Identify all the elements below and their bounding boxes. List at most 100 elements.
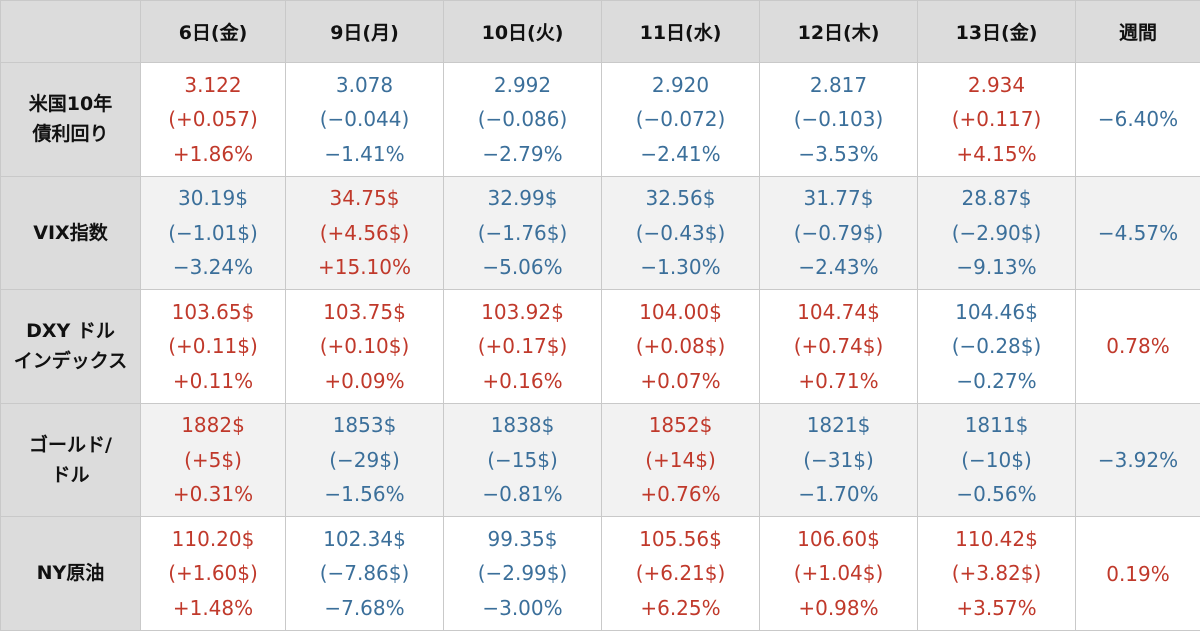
- day-value-cell: 104.00$ (+0.08$) +0.07%: [601, 289, 760, 404]
- price-change: (+4.56$): [319, 220, 410, 245]
- weekly-change-cell: 0.78%: [1075, 289, 1200, 404]
- price-value: 106.60$: [797, 526, 880, 551]
- price-change: (−29$): [329, 447, 400, 472]
- percent-change: +6.25%: [640, 595, 721, 620]
- price-value: 1853$: [332, 413, 397, 438]
- price-change: (+0.17$): [477, 334, 568, 359]
- day-value-cell: 32.56$ (−0.43$) −1.30%: [601, 175, 760, 291]
- day-value-cell: 1811$ (−10$) −0.56%: [917, 402, 1076, 518]
- percent-change: −5.06%: [482, 255, 563, 280]
- day-value-cell: 2.992 (−0.086) −2.79%: [443, 62, 602, 177]
- price-change: (+0.74$): [793, 334, 884, 359]
- percent-change: +3.57%: [956, 595, 1037, 620]
- price-value: 2.934: [967, 72, 1026, 97]
- day-value-cell: 2.817 (−0.103) −3.53%: [759, 62, 918, 177]
- weekly-change-cell: −4.57%: [1075, 175, 1200, 291]
- price-value: 103.92$: [481, 299, 564, 324]
- price-value: 110.20$: [171, 526, 255, 551]
- table-body: 米国10年 債利回り 3.122 (+0.057) +1.86% 3.078 (−0.044…: [0, 62, 1200, 631]
- percent-change: +0.76%: [640, 482, 721, 507]
- row-label-line: 債利回り: [32, 123, 109, 146]
- table-row: DXY ドル インデックス 103.65$ (+0.11$) +0.11% 103.75$…: [0, 289, 1200, 404]
- price-value: 1811$: [964, 413, 1029, 438]
- day-value-cell: 99.35$ (−2.99$) −3.00%: [443, 516, 602, 631]
- percent-change: +15.10%: [317, 255, 412, 280]
- price-change: (+0.10$): [319, 334, 410, 359]
- price-change: (+0.08$): [635, 334, 726, 359]
- day-value-cell: 110.20$ (+1.60$) +1.48%: [140, 516, 286, 631]
- price-value: 1852$: [648, 413, 713, 438]
- price-change: (−0.79$): [793, 220, 884, 245]
- weekly-change-cell: −6.40%: [1075, 62, 1200, 177]
- day-value-cell: 104.46$ (−0.28$) −0.27%: [917, 289, 1076, 404]
- percent-change: −7.68%: [324, 595, 405, 620]
- day-header: 13日(金): [917, 0, 1076, 63]
- price-change: (+14$): [645, 447, 716, 472]
- day-value-cell: 3.078 (−0.044) −1.41%: [285, 62, 444, 177]
- price-value: 1838$: [490, 413, 555, 438]
- day-value-cell: 103.92$ (+0.17$) +0.16%: [443, 289, 602, 404]
- percent-change: −3.24%: [172, 255, 254, 280]
- day-value-cell: 103.75$ (+0.10$) +0.09%: [285, 289, 444, 404]
- day-value-cell: 31.77$ (−0.79$) −2.43%: [759, 175, 918, 291]
- price-value: 2.817: [809, 72, 868, 97]
- price-value: 104.00$: [639, 299, 722, 324]
- price-change: (+0.057): [168, 107, 258, 132]
- price-change: (−1.01$): [168, 220, 258, 245]
- price-value: 3.078: [335, 72, 394, 97]
- percent-change: −1.56%: [324, 482, 405, 507]
- row-label: VIX指数: [0, 175, 141, 291]
- price-value: 99.35$: [487, 526, 558, 551]
- percent-change: −0.81%: [482, 482, 563, 507]
- weekly-change-cell: 0.19%: [1075, 516, 1200, 631]
- percent-change: −0.27%: [956, 368, 1037, 393]
- percent-change: −1.41%: [324, 141, 405, 166]
- day-value-cell: 1821$ (−31$) −1.70%: [759, 402, 918, 518]
- header-row: 6日(金) 9日(月) 10日(火) 11日(水) 12日(木) 13日(金) …: [0, 0, 1200, 63]
- price-change: (−0.086): [477, 107, 568, 132]
- day-value-cell: 28.87$ (−2.90$) −9.13%: [917, 175, 1076, 291]
- percent-change: +1.86%: [172, 141, 254, 166]
- row-label-line: 米国10年: [28, 92, 113, 115]
- percent-change: −2.41%: [640, 141, 721, 166]
- day-value-cell: 3.122 (+0.057) +1.86%: [140, 62, 286, 177]
- percent-change: +4.15%: [956, 141, 1037, 166]
- price-change: (+1.60$): [168, 561, 258, 586]
- percent-change: −2.79%: [482, 141, 563, 166]
- price-change: (−0.103): [793, 107, 884, 132]
- price-change: (+6.21$): [635, 561, 726, 586]
- percent-change: −3.53%: [798, 141, 879, 166]
- price-change: (−0.43$): [635, 220, 726, 245]
- price-change: (−10$): [961, 447, 1032, 472]
- price-change: (+0.117): [951, 107, 1042, 132]
- price-value: 103.65$: [171, 299, 255, 324]
- percent-change: +0.71%: [798, 368, 879, 393]
- price-value: 102.34$: [323, 526, 406, 551]
- price-value: 1821$: [806, 413, 871, 438]
- price-value: 1882$: [181, 413, 245, 438]
- price-value: 105.56$: [639, 526, 722, 551]
- price-change: (−7.86$): [319, 561, 410, 586]
- row-label: 米国10年債利回り: [0, 62, 141, 177]
- percent-change: +0.31%: [172, 482, 254, 507]
- corner-header-cell: [0, 0, 141, 63]
- row-label-line: NY原油: [36, 562, 105, 585]
- percent-change: +0.11%: [172, 368, 254, 393]
- price-value: 32.99$: [487, 186, 558, 211]
- weekly-header: 週間: [1075, 0, 1200, 63]
- price-change: (−0.28$): [951, 334, 1042, 359]
- price-value: 34.75$: [329, 186, 400, 211]
- price-change: (−15$): [487, 447, 558, 472]
- day-value-cell: 2.934 (+0.117) +4.15%: [917, 62, 1076, 177]
- percent-change: +1.48%: [172, 595, 254, 620]
- price-change: (+1.04$): [793, 561, 884, 586]
- day-value-cell: 102.34$ (−7.86$) −7.68%: [285, 516, 444, 631]
- table-row: ゴールド/ドル 1882$ (+5$) +0.31% 1853$ (−29$) −1.56%…: [0, 402, 1200, 518]
- percent-change: +0.16%: [482, 368, 563, 393]
- day-value-cell: 104.74$ (+0.74$) +0.71%: [759, 289, 918, 404]
- day-value-cell: 105.56$ (+6.21$) +6.25%: [601, 516, 760, 631]
- day-value-cell: 32.99$ (−1.76$) −5.06%: [443, 175, 602, 291]
- day-value-cell: 1838$ (−15$) −0.81%: [443, 402, 602, 518]
- price-value: 104.74$: [797, 299, 880, 324]
- price-change: (−31$): [803, 447, 874, 472]
